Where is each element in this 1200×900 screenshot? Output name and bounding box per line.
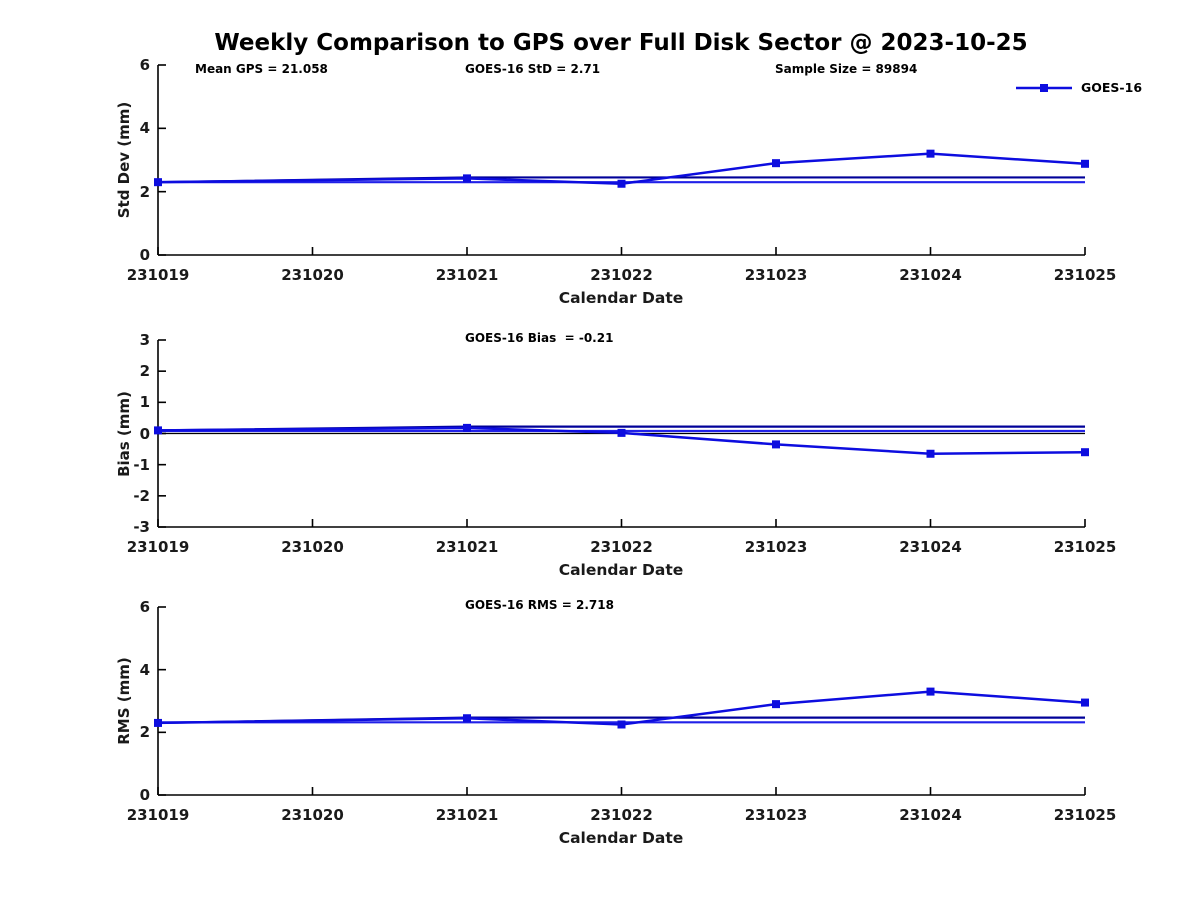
x-tick-label: 231021 <box>435 806 499 824</box>
series-line <box>157 690 1086 726</box>
y-tick-label: 6 <box>139 56 150 74</box>
y-axis-title: Bias (mm) <box>115 390 133 477</box>
x-tick-label: 231019 <box>126 538 190 556</box>
x-tick-label: 231021 <box>435 266 499 284</box>
page-title: Weekly Comparison to GPS over Full Disk … <box>214 30 1028 56</box>
y-tick-label: 4 <box>139 660 150 679</box>
data-point-marker <box>1081 448 1089 457</box>
y-tick-label: 3 <box>139 331 150 349</box>
x-axis-title: Calendar Date <box>558 829 684 847</box>
y-tick-label: 4 <box>139 119 150 138</box>
x-tick-label: 231020 <box>281 538 344 556</box>
x-tick-label: 231020 <box>281 806 344 824</box>
y-tick-label: 0 <box>139 424 150 443</box>
data-point-marker <box>1081 698 1089 707</box>
y-tick-label: -1 <box>133 455 150 474</box>
x-tick-label: 231024 <box>899 806 962 824</box>
data-point-marker <box>617 179 626 188</box>
y-axis-title: RMS (mm) <box>115 657 133 745</box>
data-point-marker <box>1081 159 1089 168</box>
data-point-marker <box>154 178 162 187</box>
data-point-marker <box>772 440 780 449</box>
x-tick-label: 231020 <box>281 266 344 284</box>
y-tick-label: 1 <box>139 393 150 412</box>
x-tick-label: 231024 <box>899 538 962 556</box>
data-point-marker <box>154 718 162 727</box>
y-tick-label: -3 <box>133 518 150 536</box>
x-tick-label: 231022 <box>590 806 653 824</box>
legend-line-marker-icon <box>1016 83 1072 92</box>
y-axis-title: Std Dev (mm) <box>115 101 133 219</box>
data-point-marker <box>617 428 626 437</box>
x-tick-label: 231025 <box>1053 538 1117 556</box>
y-tick-label: 2 <box>139 362 150 381</box>
series-line <box>157 152 1086 186</box>
x-tick-label: 231022 <box>590 538 653 556</box>
x-tick-label: 231019 <box>126 806 190 824</box>
y-tick-label: 2 <box>139 182 150 201</box>
x-tick-label: 231024 <box>899 266 962 284</box>
x-tick-label: 231023 <box>744 266 808 284</box>
data-point-marker <box>926 687 935 696</box>
data-point-marker <box>772 159 780 168</box>
data-point-marker <box>154 426 162 435</box>
series-line <box>157 426 1086 456</box>
x-tick-label: 231023 <box>744 538 808 556</box>
annotation-text: GOES-16 StD = 2.71 <box>465 62 601 76</box>
legend-label: GOES-16 <box>1081 80 1143 95</box>
y-tick-label: -2 <box>133 486 150 505</box>
annotation-text: GOES-16 Bias = -0.21 <box>465 331 614 345</box>
x-tick-label: 231025 <box>1053 806 1117 824</box>
data-point-marker <box>926 149 935 158</box>
legend: GOES-16 <box>1014 80 1142 95</box>
annotation-text: GOES-16 RMS = 2.718 <box>465 598 614 612</box>
y-tick-label: 6 <box>139 598 150 616</box>
x-tick-label: 231021 <box>435 538 499 556</box>
y-tick-label: 0 <box>139 786 150 804</box>
x-tick-label: 231023 <box>744 806 808 824</box>
data-point-marker <box>926 449 935 458</box>
data-point-marker <box>463 714 471 723</box>
data-point-marker <box>617 720 626 729</box>
y-tick-label: 0 <box>139 246 150 264</box>
data-point-marker <box>463 174 471 183</box>
annotation-text: Mean GPS = 21.058 <box>195 62 328 76</box>
x-tick-label: 231022 <box>590 266 653 284</box>
data-point-marker <box>463 423 471 432</box>
annotation-text: Sample Size = 89894 <box>775 62 918 76</box>
x-axis-title: Calendar Date <box>558 289 684 307</box>
y-tick-label: 2 <box>139 723 150 742</box>
data-point-marker <box>772 700 780 709</box>
x-tick-label: 231025 <box>1053 266 1117 284</box>
x-axis-title: Calendar Date <box>558 561 684 579</box>
x-tick-label: 231019 <box>126 266 190 284</box>
